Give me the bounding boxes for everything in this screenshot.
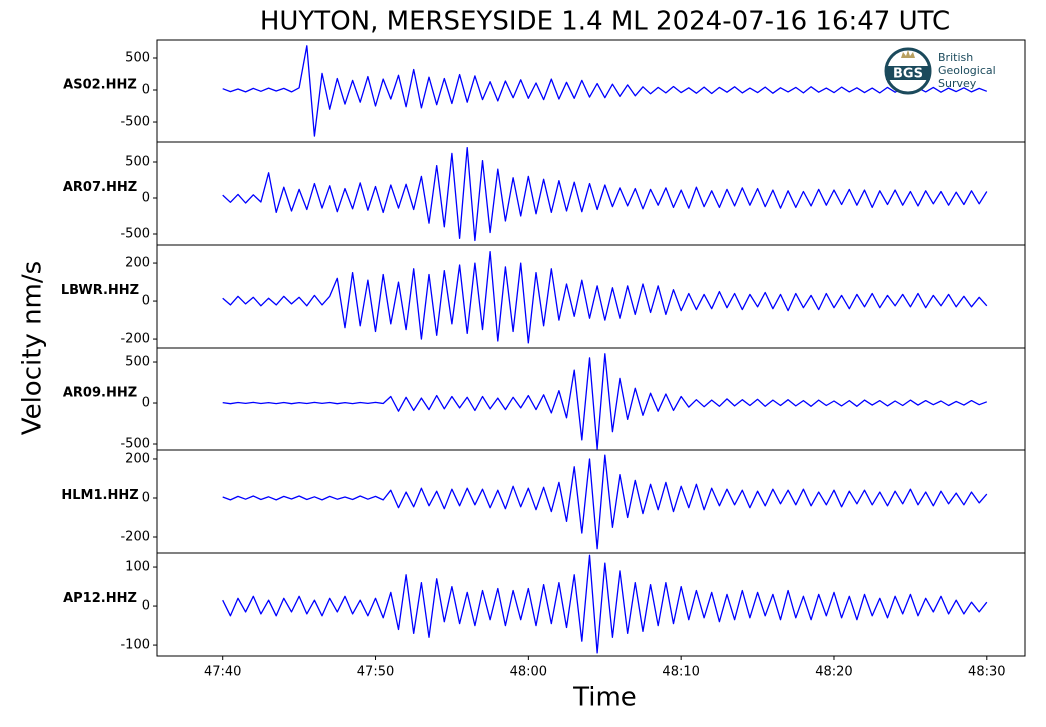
station-label: HLM1.HHZ <box>61 488 138 503</box>
logo-text: Survey <box>938 77 977 90</box>
y-tick-label: 500 <box>125 155 150 170</box>
y-tick-label: -200 <box>120 530 150 545</box>
x-tick-label: 48:30 <box>968 665 1005 680</box>
y-tick-label: 0 <box>142 294 150 309</box>
panel-frame <box>156 347 1026 451</box>
logo-text: Geological <box>938 64 996 77</box>
y-tick-label: 200 <box>125 451 150 466</box>
chart-title: HUYTON, MERSEYSIDE 1.4 ML 2024-07-16 16:… <box>260 7 950 37</box>
panel-frame <box>156 449 1026 554</box>
station-label: AP12.HHZ <box>63 591 137 606</box>
y-tick-label: 500 <box>125 355 150 370</box>
waveform <box>222 454 988 550</box>
panel-frame <box>156 141 1026 246</box>
y-tick-label: -500 <box>120 437 150 452</box>
logo-band <box>886 66 930 80</box>
logo-text: British <box>938 51 973 64</box>
y-tick-label: -500 <box>120 226 150 241</box>
station-label: AR09.HHZ <box>63 386 137 401</box>
logo-crown <box>901 50 915 58</box>
panel-frame <box>156 244 1026 349</box>
x-tick-label: 48:00 <box>510 665 547 680</box>
waveform <box>222 353 988 450</box>
y-tick-label: -500 <box>120 115 150 130</box>
waveform <box>222 251 988 344</box>
y-tick-label: 0 <box>142 83 150 98</box>
y-tick-label: -100 <box>120 638 150 653</box>
y-tick-label: -200 <box>120 332 150 347</box>
x-tick-label: 47:40 <box>204 665 241 680</box>
y-tick-label: 0 <box>142 190 150 205</box>
station-label: AS02.HHZ <box>63 78 137 93</box>
x-tick-label: 47:50 <box>357 665 394 680</box>
waveform <box>222 554 988 654</box>
logo-abbr: BGS <box>893 67 923 82</box>
waveform <box>222 45 988 137</box>
x-tick-label: 48:20 <box>815 665 852 680</box>
y-tick-label: 100 <box>125 560 150 575</box>
waveform <box>222 146 988 242</box>
y-tick-label: 0 <box>142 396 150 411</box>
panel-frame <box>156 552 1026 657</box>
station-label: LBWR.HHZ <box>61 283 139 298</box>
station-label: AR07.HHZ <box>63 180 137 195</box>
y-tick-label: 500 <box>125 50 150 65</box>
x-tick-label: 48:10 <box>662 665 699 680</box>
y-axis-label: Velocity nm/s <box>18 261 48 435</box>
y-tick-label: 0 <box>142 490 150 505</box>
y-tick-label: 200 <box>125 256 150 271</box>
y-tick-label: 0 <box>142 599 150 614</box>
x-axis-label: Time <box>572 683 637 713</box>
